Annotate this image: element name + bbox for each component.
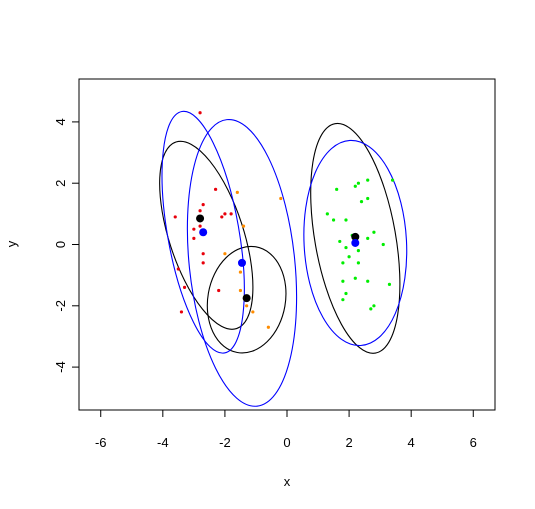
- data-point: [366, 236, 370, 240]
- data-point: [325, 212, 329, 216]
- data-point: [266, 325, 270, 329]
- data-point: [198, 224, 202, 228]
- x-axis: -6 -4 -2 0 2 4 6: [95, 409, 477, 450]
- data-point: [356, 261, 361, 265]
- x-tick-label: 6: [470, 435, 477, 450]
- data-point: [366, 178, 370, 182]
- data-point: [229, 212, 233, 216]
- data-point: [344, 291, 348, 296]
- black-ellipse: [206, 245, 287, 354]
- data-point: [217, 288, 221, 293]
- y-tick-label: 4: [53, 118, 68, 125]
- blue-center-point: [237, 258, 246, 267]
- x-tick-label: 0: [283, 435, 290, 450]
- blue-ellipse: [161, 110, 245, 354]
- data-point: [213, 187, 218, 191]
- blue-center-point: [351, 238, 360, 247]
- data-point: [372, 304, 376, 308]
- black-center-point: [196, 214, 205, 223]
- data-point: [192, 236, 196, 240]
- x-tick-label: 4: [408, 435, 415, 450]
- data-point: [356, 249, 361, 253]
- blue-ellipse: [303, 139, 408, 347]
- black-center-point: [351, 232, 360, 241]
- data-point: [179, 310, 184, 314]
- data-point: [238, 288, 243, 293]
- data-point: [201, 252, 205, 256]
- y-tick-label: -4: [53, 361, 68, 373]
- data-point: [353, 184, 357, 188]
- data-point: [220, 215, 224, 219]
- blue-ellipse: [186, 118, 298, 407]
- y-tick-label: 0: [53, 241, 68, 248]
- data-point: [279, 196, 283, 201]
- x-tick-label: -6: [95, 435, 107, 450]
- data-point: [235, 190, 239, 194]
- data-point: [338, 239, 342, 244]
- data-point: [198, 111, 202, 115]
- center-layer: [196, 214, 360, 303]
- x-tick-label: 2: [345, 435, 352, 450]
- data-point: [176, 267, 180, 271]
- data-point: [381, 242, 385, 247]
- data-point: [387, 282, 392, 286]
- black-center-point: [242, 294, 251, 303]
- x-tick-label: -2: [219, 435, 231, 450]
- data-point: [390, 178, 395, 182]
- ellipse-layer: [159, 110, 408, 407]
- point-layer: [173, 111, 395, 329]
- data-point: [245, 304, 249, 308]
- data-point: [251, 310, 255, 314]
- data-point: [359, 199, 364, 204]
- black-ellipse: [159, 140, 254, 330]
- data-point: [223, 252, 227, 256]
- y-tick-label: -2: [53, 300, 68, 312]
- y-axis-label: y: [4, 240, 19, 247]
- data-point: [173, 215, 177, 219]
- data-point: [201, 203, 205, 207]
- data-point: [366, 196, 370, 201]
- black-ellipse: [310, 122, 401, 354]
- data-point: [353, 276, 357, 280]
- data-point: [335, 187, 339, 191]
- data-point: [238, 270, 243, 274]
- y-tick-label: 2: [53, 180, 68, 187]
- data-point: [241, 224, 246, 228]
- data-point: [198, 209, 202, 213]
- data-point: [356, 181, 361, 185]
- data-point: [201, 261, 205, 265]
- data-point: [182, 285, 187, 290]
- data-point: [223, 212, 227, 216]
- data-point: [344, 245, 348, 250]
- plot-frame: [78, 78, 496, 411]
- x-tick-label: -4: [157, 435, 169, 450]
- blue-center-point: [199, 228, 208, 237]
- data-point: [341, 261, 345, 265]
- data-point: [344, 218, 348, 222]
- data-point: [341, 279, 345, 283]
- y-axis: -4 -2 0 2 4: [53, 118, 80, 373]
- data-point: [192, 227, 196, 231]
- data-point: [369, 307, 373, 311]
- data-point: [347, 255, 351, 259]
- data-point: [366, 279, 370, 283]
- x-axis-label: x: [284, 474, 291, 489]
- data-point: [341, 298, 345, 302]
- data-point: [331, 218, 336, 222]
- data-point: [372, 230, 376, 234]
